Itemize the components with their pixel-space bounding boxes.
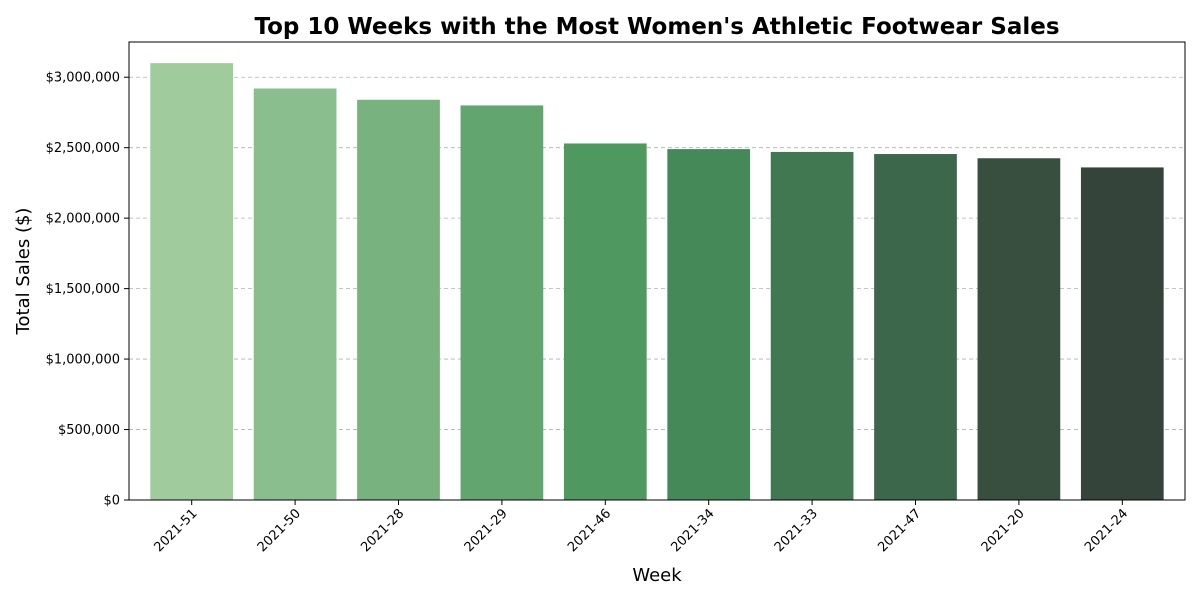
- x-tick-label: 2021-20: [979, 506, 1028, 555]
- x-tick-label: 2021-24: [1082, 506, 1131, 555]
- x-tick-label: 2021-51: [152, 506, 201, 555]
- y-tick-label: $1,000,000: [46, 353, 120, 368]
- bar-2021-33: [770, 151, 854, 501]
- bar-2021-28: [357, 99, 440, 500]
- bar-2021-20: [977, 158, 1061, 500]
- x-tick-label: 2021-28: [358, 506, 407, 555]
- bar-2021-34: [667, 149, 751, 500]
- y-tick-label: $1,500,000: [46, 282, 120, 297]
- x-axis-label: Week: [632, 565, 682, 586]
- bar-2021-46: [563, 143, 647, 501]
- y-tick-label: $0: [103, 494, 120, 509]
- bar-2021-47: [874, 154, 957, 500]
- x-tick-label: 2021-33: [772, 506, 821, 555]
- bars: [150, 63, 1164, 501]
- bar-2021-51: [150, 63, 234, 501]
- x-tick-label: 2021-47: [875, 506, 924, 555]
- x-tick-label: 2021-50: [255, 506, 304, 555]
- x-tick-label: 2021-34: [669, 506, 718, 555]
- plot-frame: [128, 41, 1186, 501]
- bar-2021-50: [253, 88, 337, 501]
- chart-title: Top 10 Weeks with the Most Women's Athle…: [254, 14, 1059, 40]
- y-tick-label: $2,000,000: [46, 212, 120, 227]
- x-axis-ticks: 2021-51 2021-50 2021-28 2021-29 2021-46 2021-…: [152, 500, 1131, 555]
- x-tick-label: 2021-46: [565, 506, 614, 555]
- y-axis-ticks: $0 $500,000 $1,000,000 $1,500,000 $2,000,000…: [46, 71, 129, 509]
- bar-2021-29: [460, 105, 544, 501]
- y-tick-label: $3,000,000: [46, 71, 120, 86]
- y-axis-label: Total Sales ($): [13, 208, 34, 336]
- y-tick-label: $2,500,000: [46, 141, 120, 156]
- bar-2021-24: [1080, 167, 1164, 500]
- x-tick-label: 2021-29: [462, 506, 511, 555]
- y-tick-label: $500,000: [58, 423, 120, 438]
